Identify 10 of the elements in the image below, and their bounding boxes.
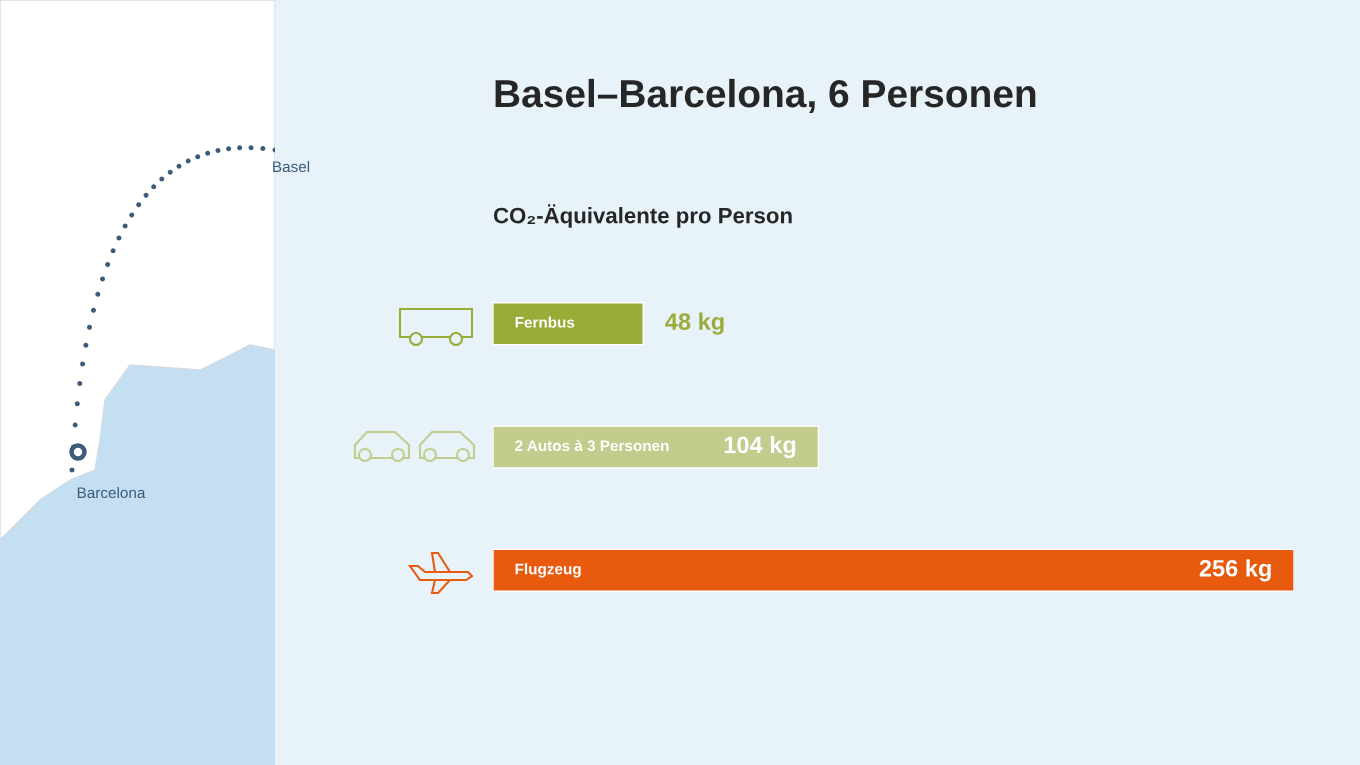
text: Barcelona bbox=[77, 486, 146, 499]
y-tick-label: Fernbus bbox=[515, 316, 575, 328]
data-label: 256 kg bbox=[1199, 559, 1271, 582]
chart-subtitle: CO₂-Äquivalente pro Person bbox=[493, 204, 792, 228]
y-tick-label: Flugzeug bbox=[515, 563, 581, 578]
data-label: 48 kg bbox=[665, 312, 724, 335]
text: Basel bbox=[273, 160, 310, 173]
y-tick-label: 2 Autos à 3 Personen bbox=[515, 439, 669, 452]
data-label: 104 kg bbox=[724, 435, 796, 459]
chart-title: Basel–Barcelona, 6 Personen bbox=[495, 78, 1036, 114]
